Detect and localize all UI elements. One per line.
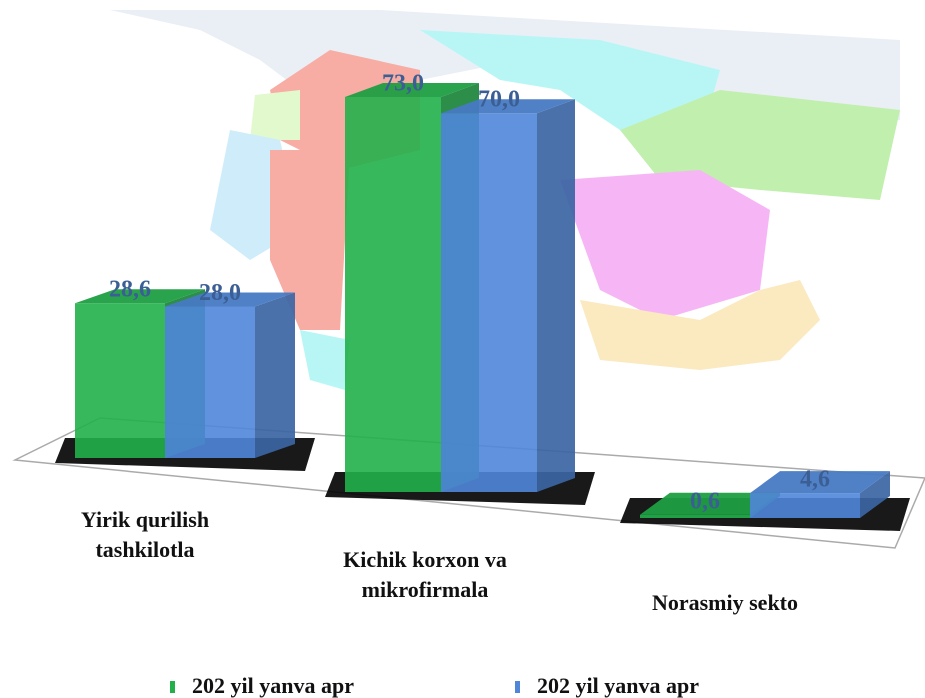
- category-label: Kichik korxon va mikrofirmala: [343, 547, 507, 602]
- bar-top: [345, 83, 479, 97]
- map-background: [110, 10, 900, 390]
- category-label: Yirik qurilish tashkilotla: [80, 507, 210, 562]
- bar-side: [255, 292, 295, 458]
- bar-side: [537, 99, 575, 492]
- value-label: 4,6: [800, 467, 830, 493]
- legend-swatch: [515, 681, 520, 693]
- bar-top: [640, 492, 780, 515]
- bar-side: [860, 471, 890, 518]
- bar: [441, 99, 575, 492]
- bar-top: [75, 289, 205, 304]
- bar-front: [345, 97, 441, 492]
- value-label: 28,0: [199, 280, 241, 306]
- bar-top: [165, 292, 295, 307]
- value-label: 73,0: [382, 71, 424, 97]
- legend-label: 202 yil yanva apr: [537, 673, 699, 698]
- bar-front: [75, 303, 165, 458]
- bar-front: [165, 306, 255, 458]
- bar: [750, 471, 890, 518]
- legend-label: 202 yil yanva apr: [192, 673, 354, 698]
- bar-top: [750, 471, 890, 494]
- value-label: 70,0: [478, 87, 520, 113]
- bar-front: [441, 113, 537, 492]
- bar: [165, 292, 295, 458]
- bar-front: [750, 493, 860, 518]
- bar-top: [441, 99, 575, 114]
- legend-swatch: [170, 681, 175, 693]
- category-label: Norasmiy sekto: [651, 590, 799, 615]
- value-label: 0,6: [690, 488, 720, 514]
- bar-front: [640, 514, 750, 518]
- value-label: 28,6: [109, 277, 151, 303]
